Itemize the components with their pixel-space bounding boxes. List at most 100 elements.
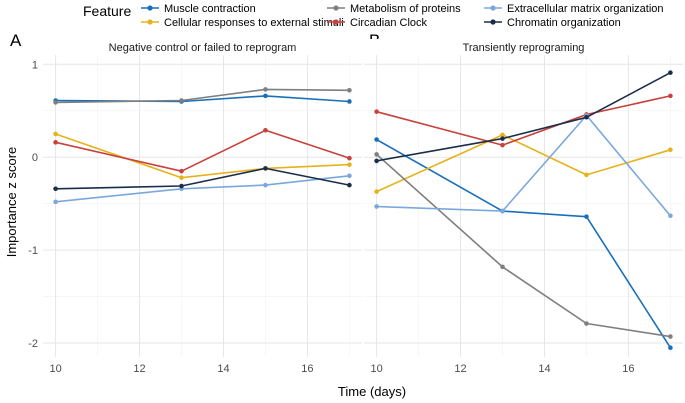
data-point	[347, 162, 352, 167]
legend-key-point	[147, 19, 153, 25]
panel-a: A Negative control or failed to reprogram…	[10, 31, 362, 375]
data-point	[179, 168, 184, 174]
legend-item-extracellular-matrix-organization: Extracellular matrix organization	[484, 3, 664, 15]
x-tick-label: 12	[454, 363, 466, 375]
data-point	[374, 137, 379, 142]
data-point	[347, 155, 352, 161]
facet-strip	[43, 39, 362, 55]
series-circadian-clock	[53, 127, 352, 174]
data-point	[668, 93, 673, 99]
data-point	[53, 186, 58, 192]
series-line	[55, 175, 350, 203]
data-point	[263, 87, 268, 92]
x-tick-label: 10	[370, 363, 382, 375]
legend-item-cellular-responses-to-external-stimuli: Cellular responses to external stimuli	[141, 17, 344, 29]
data-point	[500, 142, 505, 148]
series-line	[376, 71, 671, 162]
data-point	[263, 127, 268, 133]
series-circadian-clock	[374, 93, 673, 148]
data-point	[374, 204, 379, 209]
data-point	[179, 175, 184, 180]
x-tick-label: 14	[217, 363, 229, 375]
data-point	[53, 131, 58, 137]
y-tick-label: -1	[28, 245, 38, 257]
series-metabolism-of-proteins	[374, 152, 673, 339]
x-tick-label: 10	[49, 363, 61, 375]
data-point	[500, 132, 505, 138]
data-point	[263, 166, 268, 171]
legend-key-point	[490, 5, 496, 11]
data-point	[179, 183, 184, 189]
data-point	[374, 152, 379, 157]
series-cellular-responses-to-external-stimuli	[374, 132, 673, 194]
series-line	[55, 95, 350, 103]
legend-key-point	[490, 19, 496, 25]
data-point	[374, 109, 379, 114]
data-point	[263, 182, 268, 188]
legend-label: Metabolism of proteins	[350, 3, 461, 15]
y-tick-label: -2	[28, 338, 38, 350]
y-tick-label: 0	[32, 152, 38, 164]
series-line	[55, 129, 350, 172]
data-point	[347, 182, 352, 188]
data-point	[374, 189, 379, 194]
data-point	[53, 140, 58, 145]
x-tick-label: 14	[538, 363, 550, 375]
data-point	[500, 264, 505, 270]
legend-label: Muscle contraction	[164, 3, 256, 15]
legend-label: Circadian Clock	[350, 17, 428, 29]
data-point	[500, 136, 505, 141]
data-point	[263, 93, 268, 99]
data-point	[668, 70, 673, 75]
series-line	[376, 114, 672, 217]
data-point	[584, 214, 589, 219]
data-point	[584, 321, 589, 326]
series-chromatin-organization	[374, 70, 673, 164]
legend-item-metabolism-of-proteins: Metabolism of proteins	[327, 3, 461, 15]
series-line	[376, 153, 671, 338]
facet-title: Negative control or failed to reprogram	[109, 42, 297, 54]
x-tick-label: 16	[622, 363, 634, 375]
series-line	[376, 95, 671, 146]
x-tick-label: 12	[133, 363, 145, 375]
legend-label: Cellular responses to external stimuli	[164, 17, 344, 29]
data-point	[53, 100, 58, 105]
facet-title: Transiently reprograming	[463, 42, 585, 54]
data-point	[668, 334, 673, 339]
legend-key-point	[147, 5, 153, 11]
series-chromatin-organization	[53, 166, 352, 192]
legend-label: Chromatin organization	[507, 17, 621, 29]
legend-title: Feature	[83, 3, 131, 19]
x-tick-label: 16	[301, 363, 313, 375]
panels: A Negative control or failed to reprogram…	[10, 31, 683, 375]
y-axis-title: Importance z score	[4, 147, 19, 258]
data-point	[668, 213, 673, 219]
series-line	[376, 134, 671, 193]
data-point	[53, 199, 58, 205]
legend-key-point	[333, 19, 339, 25]
panel-tag: A	[10, 31, 22, 50]
series-extracellular-matrix-organization	[374, 113, 673, 219]
legend-item-circadian-clock: Circadian Clock	[327, 17, 428, 29]
series-line	[376, 138, 672, 349]
data-point	[347, 99, 352, 104]
legend-item-chromatin-organization: Chromatin organization	[484, 17, 621, 29]
data-point	[179, 98, 184, 103]
y-tick-label: 1	[32, 59, 38, 71]
x-axis-title: Time (days)	[338, 384, 406, 399]
legend-label: Extracellular matrix organization	[507, 3, 664, 15]
legend-item-muscle-contraction: Muscle contraction	[141, 3, 256, 15]
data-point	[500, 208, 505, 214]
data-point	[668, 147, 673, 153]
series-line	[55, 167, 350, 190]
facet-strip	[364, 39, 683, 55]
data-point	[347, 88, 352, 93]
series-line	[55, 88, 350, 104]
data-point	[347, 173, 352, 179]
legend-key-point	[333, 5, 339, 11]
data-point	[584, 114, 589, 120]
series-metabolism-of-proteins	[53, 87, 352, 105]
data-point	[584, 172, 589, 178]
